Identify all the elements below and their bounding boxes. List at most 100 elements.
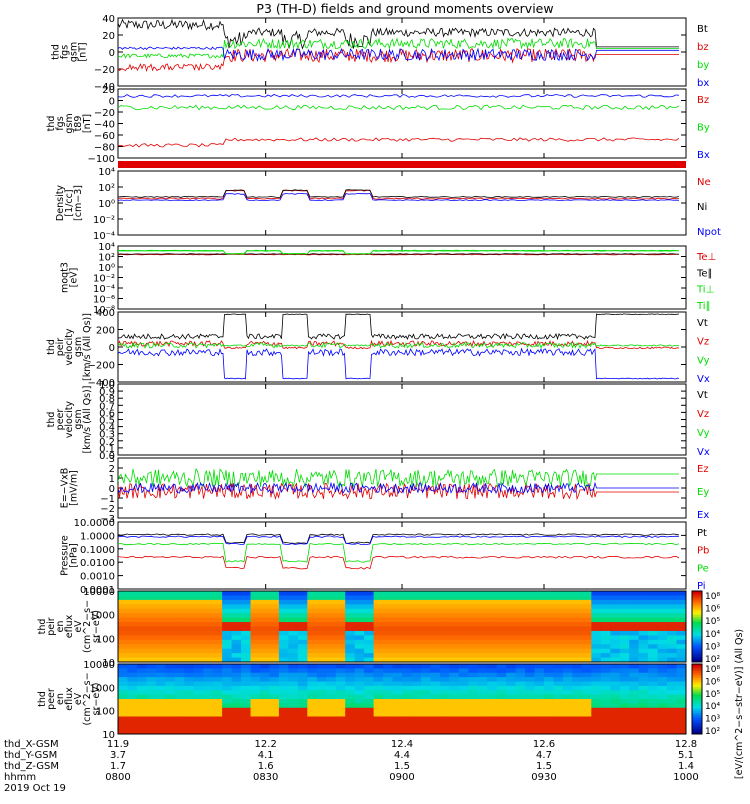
heatmap-cell	[534, 672, 545, 678]
heatmap-cell	[553, 599, 564, 605]
heatmap-cell	[572, 653, 583, 659]
heatmap-cell	[562, 626, 573, 632]
heatmap-cell	[411, 725, 422, 731]
heatmap-cell	[420, 626, 431, 632]
heatmap-cell	[155, 720, 166, 726]
heatmap-cell	[657, 729, 668, 735]
heatmap-cell	[231, 622, 242, 627]
heatmap-cell	[335, 630, 346, 636]
panel-pressure: 10.00001.00000.10000.01000.00100.0001Pre…	[60, 518, 710, 596]
colorbar-cell	[692, 659, 702, 663]
heatmap-cell	[619, 672, 630, 678]
colorbar-cell	[692, 643, 702, 646]
heatmap-cell	[629, 595, 640, 601]
heatmap-cell	[506, 626, 517, 632]
heatmap-cell	[127, 699, 138, 704]
heatmap-cell	[468, 729, 479, 735]
legend-Vz: Vz	[697, 337, 709, 348]
heatmap-cell	[525, 716, 536, 722]
heatmap-cell	[392, 729, 403, 735]
heatmap-cell	[439, 694, 450, 700]
heatmap-cell	[648, 729, 659, 735]
heatmap-cell	[676, 595, 687, 601]
heatmap-cell	[468, 664, 479, 669]
heatmap-cell	[316, 626, 327, 632]
heatmap-cell	[402, 703, 412, 709]
heatmap-cell	[203, 657, 214, 663]
heatmap-cell	[496, 613, 507, 619]
colorbar-tick-label: 10²	[705, 727, 720, 737]
heatmap-cell	[553, 613, 564, 619]
heatmap-cell	[260, 681, 270, 687]
x-row-label: hhmm	[4, 772, 36, 783]
heatmap-cell	[591, 677, 602, 682]
heatmap-cell	[676, 622, 687, 627]
heatmap-cell	[193, 648, 204, 654]
heatmap-cell	[610, 613, 621, 619]
heatmap-cell	[439, 729, 450, 735]
heatmap-cell	[146, 653, 157, 659]
heatmap-cell	[250, 677, 261, 682]
heatmap-cell	[184, 617, 195, 623]
heatmap-cell	[241, 608, 252, 614]
heatmap-cell	[392, 690, 403, 696]
heatmap-cell	[487, 672, 498, 678]
heatmap-cell	[657, 599, 668, 605]
heatmap-cell	[657, 595, 668, 601]
heatmap-cell	[193, 608, 204, 614]
heatmap-cell	[458, 681, 469, 687]
heatmap-cell	[354, 729, 365, 735]
heatmap-cell	[165, 712, 176, 717]
heatmap-cell	[241, 716, 252, 722]
heatmap-cell	[515, 707, 526, 713]
heatmap-cell	[487, 716, 498, 722]
y-tick-label: 10²	[98, 183, 115, 194]
x-tick-z: 1.5	[536, 761, 552, 772]
heatmap-cell	[297, 604, 308, 610]
heatmap-cell	[638, 622, 649, 627]
heatmap-cell	[572, 626, 583, 632]
colorbar-cell	[692, 727, 702, 730]
heatmap-cell	[676, 699, 687, 704]
heatmap-cell	[402, 617, 412, 623]
x-tick-hhmm: 1000	[673, 772, 698, 783]
heatmap-cell	[269, 725, 280, 731]
heatmap-cell	[278, 725, 289, 731]
heatmap-cell	[562, 599, 573, 605]
heatmap-cell	[335, 703, 346, 709]
colorbar-cell	[692, 687, 702, 691]
heatmap-cell	[364, 644, 375, 650]
heatmap-cell	[562, 644, 573, 650]
heatmap-cell	[411, 664, 422, 669]
heatmap-cell	[316, 694, 327, 700]
heatmap-cell	[392, 725, 403, 731]
heatmap-cell	[326, 729, 337, 735]
heatmap-cell	[600, 591, 611, 596]
y-tick-label: 0.1	[99, 444, 115, 455]
heatmap-cell	[534, 703, 545, 709]
panel-ele_spec: 10000100010010thdpeerenefluxeV(cm^2−s−sr…	[37, 660, 720, 741]
heatmap-cell	[241, 694, 252, 700]
heatmap-cell	[487, 668, 498, 674]
heatmap-cell	[610, 644, 621, 650]
heatmap-cell	[591, 626, 602, 632]
heatmap-cell	[297, 668, 308, 674]
legend-Pe: Pe	[697, 563, 709, 574]
heatmap-cell	[278, 681, 289, 687]
heatmap-cell	[203, 677, 214, 682]
heatmap-cell	[629, 613, 640, 619]
heatmap-cell	[458, 677, 469, 682]
heatmap-cell	[402, 648, 412, 654]
heatmap-cell	[212, 716, 223, 722]
heatmap-cell	[420, 729, 431, 735]
heatmap-cell	[155, 694, 166, 700]
heatmap-cell	[297, 677, 308, 682]
heatmap-cell	[288, 639, 299, 645]
heatmap-cell	[269, 712, 280, 717]
colorbar-cell	[692, 713, 702, 716]
heatmap-cell	[316, 664, 327, 669]
heatmap-cell	[676, 644, 687, 650]
heatmap-cell	[354, 694, 365, 700]
heatmap-cell	[260, 635, 270, 641]
heatmap-cell	[477, 712, 488, 717]
